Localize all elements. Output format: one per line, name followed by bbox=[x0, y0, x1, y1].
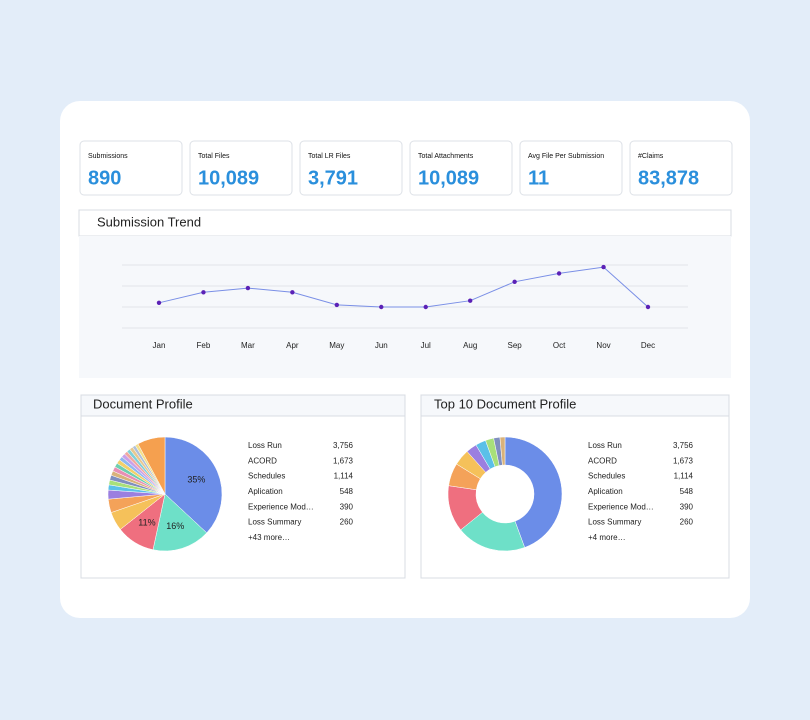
x-tick-label: Jan bbox=[153, 341, 166, 350]
legend-value: 548 bbox=[340, 487, 354, 496]
trend-point bbox=[201, 290, 206, 295]
slice bbox=[152, 493, 208, 552]
kpi-label: Total LR Files bbox=[308, 153, 351, 160]
x-tick-label: Aug bbox=[463, 341, 477, 350]
legend-name: Experience Mod… bbox=[248, 502, 314, 511]
kpi-card bbox=[189, 140, 293, 196]
legend-name: ACORD bbox=[588, 456, 617, 465]
trend-point bbox=[156, 300, 162, 305]
kpi-label: Total Attachments bbox=[418, 153, 474, 160]
kpi-value: 11 bbox=[528, 167, 549, 189]
legend-value: 260 bbox=[340, 518, 354, 527]
kpi-value: 83,878 bbox=[638, 167, 699, 189]
kpi-card bbox=[409, 140, 513, 196]
slice-label: 35% bbox=[187, 475, 205, 485]
legend-name: ACORD bbox=[248, 456, 277, 465]
trend-point bbox=[512, 279, 517, 284]
trend-line bbox=[158, 266, 649, 308]
legend-value: 260 bbox=[680, 518, 694, 527]
legend-value: 390 bbox=[340, 502, 354, 511]
legend-name: Loss Run bbox=[588, 441, 622, 450]
trend-point bbox=[645, 304, 651, 310]
x-tick-label: Mar bbox=[241, 341, 255, 350]
trend-title: Submission Trend bbox=[97, 214, 201, 229]
kpi-card bbox=[629, 140, 733, 196]
legend-name: Loss Summary bbox=[248, 518, 301, 527]
trend-point bbox=[290, 290, 295, 295]
slice bbox=[499, 436, 506, 466]
x-tick-label: Dec bbox=[641, 341, 655, 350]
trend-point bbox=[601, 264, 606, 270]
trend-point bbox=[423, 304, 428, 310]
x-tick-label: Apr bbox=[286, 341, 299, 350]
x-tick-label: Sep bbox=[508, 341, 523, 350]
x-tick-label: Jun bbox=[375, 341, 388, 350]
legend-value: 548 bbox=[680, 487, 694, 496]
legend-value: 1,114 bbox=[674, 472, 694, 481]
top10-title: Top 10 Document Profile bbox=[434, 396, 576, 411]
kpi-label: Total Files bbox=[198, 153, 230, 160]
x-tick-label: Oct bbox=[553, 341, 566, 350]
legend-value: 390 bbox=[680, 502, 694, 511]
trend-header bbox=[78, 209, 732, 237]
legend-value: 1,114 bbox=[334, 472, 354, 481]
legend-value: 3,756 bbox=[333, 441, 354, 450]
legend-name: Loss Run bbox=[248, 441, 282, 450]
slice-label: 11% bbox=[138, 517, 155, 527]
legend-name: Aplication bbox=[248, 487, 283, 496]
legend-value: 3,756 bbox=[673, 441, 694, 450]
slice-label: 16% bbox=[166, 521, 184, 531]
kpi-value: 3,791 bbox=[308, 167, 358, 189]
doc-profile-title: Document Profile bbox=[93, 396, 193, 411]
legend-name: Experience Mod… bbox=[588, 502, 654, 511]
trend-point bbox=[556, 271, 562, 276]
kpi-value: 890 bbox=[88, 167, 121, 189]
kpi-value: 10,089 bbox=[198, 167, 259, 189]
top10-header bbox=[420, 394, 730, 417]
kpi-card bbox=[79, 140, 183, 196]
slice bbox=[137, 436, 166, 495]
legend-name: Schedules bbox=[588, 472, 625, 481]
x-tick-label: Nov bbox=[596, 341, 610, 350]
legend-name: Schedules bbox=[248, 472, 285, 481]
legend-name: Aplication bbox=[588, 487, 623, 496]
x-tick-label: May bbox=[329, 341, 344, 350]
legend-more: +4 more… bbox=[588, 533, 626, 542]
doc-profile-header bbox=[80, 394, 406, 417]
legend-value: 1,673 bbox=[673, 456, 694, 465]
legend-more: +43 more… bbox=[248, 533, 290, 542]
trend-point bbox=[334, 302, 340, 308]
kpi-card bbox=[299, 140, 403, 196]
legend-value: 1,673 bbox=[333, 456, 354, 465]
legend-name: Loss Summary bbox=[588, 518, 641, 527]
kpi-label: #Claims bbox=[638, 153, 664, 160]
slice bbox=[164, 436, 223, 534]
kpi-label: Avg File Per Submission bbox=[528, 153, 604, 160]
x-tick-label: Jul bbox=[421, 341, 431, 350]
slice bbox=[504, 436, 563, 548]
kpi-value: 10,089 bbox=[418, 167, 479, 189]
kpi-label: Submissions bbox=[88, 153, 128, 160]
x-tick-label: Feb bbox=[197, 341, 211, 350]
kpi-card bbox=[519, 140, 623, 196]
trend-point bbox=[379, 304, 384, 310]
trend-point bbox=[467, 298, 473, 303]
trend-point bbox=[245, 285, 251, 291]
